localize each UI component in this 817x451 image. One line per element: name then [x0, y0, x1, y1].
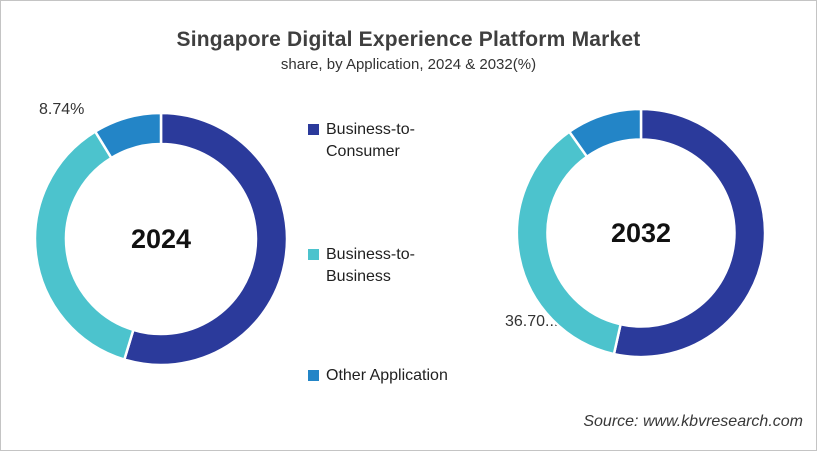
source-text: Source: www.kbvresearch.com — [583, 413, 803, 430]
legend-label-business-to-consumer: Business-to-Consumer — [326, 121, 415, 160]
donut-2024: 2024 — [33, 111, 289, 367]
donut-2032: 2032 — [515, 107, 767, 359]
donut-2024-segment-other-application — [93, 111, 163, 160]
donut-2024-segment-business-to-consumer — [122, 111, 289, 367]
donut-2032-center-label: 2032 — [610, 217, 672, 248]
legend-item-business-to-consumer: Business-to-Consumer — [308, 119, 460, 163]
legend-marker-other-application — [308, 370, 319, 381]
callout-2024-other-application: 8.74% — [39, 101, 85, 118]
callout-2032-business-to-business: 36.70... — [505, 313, 559, 330]
chart-header: Singapore Digital Experience Platform Ma… — [1, 28, 816, 73]
legend-item-business-to-business: Business-to-Business — [308, 244, 460, 288]
chart-title: Singapore Digital Experience Platform Ma… — [176, 28, 641, 51]
donut-2032-svg — [515, 107, 767, 359]
legend-marker-business-to-consumer — [308, 124, 319, 135]
legend-marker-business-to-business — [308, 249, 319, 260]
legend-label-business-to-business: Business-to-Business — [326, 246, 415, 285]
donut-2024-svg — [33, 111, 289, 367]
donut-2032-segment-other-application — [567, 107, 643, 159]
chart-subtitle: share, by Application, 2024 & 2032(%) — [280, 56, 537, 73]
legend-item-other-application: Other Application — [308, 365, 460, 387]
legend-label-other-application: Other Application — [326, 367, 448, 384]
donut-2032-segment-business-to-consumer — [612, 107, 767, 359]
donut-2024-center-label: 2024 — [130, 223, 192, 254]
